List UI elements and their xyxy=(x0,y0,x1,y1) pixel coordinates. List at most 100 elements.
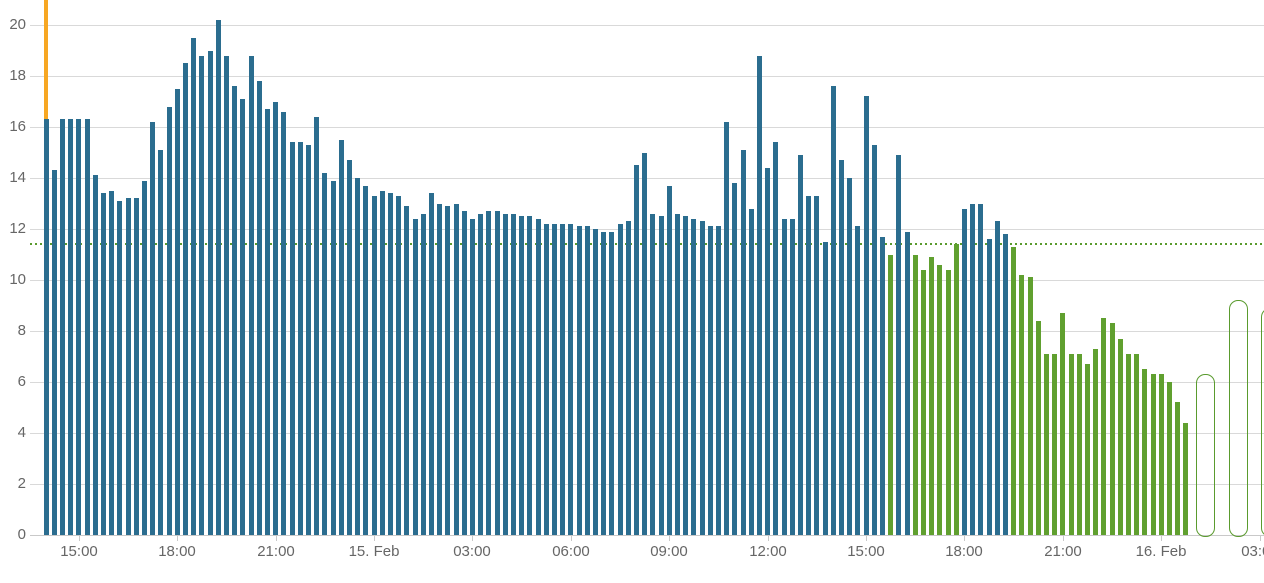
bar-observed[interactable] xyxy=(502,213,508,535)
bar-observed[interactable] xyxy=(387,193,393,535)
bar-observed[interactable] xyxy=(338,139,344,536)
bar-observed[interactable] xyxy=(412,218,418,535)
bar-observed[interactable] xyxy=(76,119,82,535)
bar-observed[interactable] xyxy=(781,218,787,535)
bar-green[interactable] xyxy=(912,254,918,535)
bar-observed[interactable] xyxy=(182,63,188,536)
bar-observed[interactable] xyxy=(642,152,648,535)
bar-green[interactable] xyxy=(1101,318,1107,536)
bar-observed[interactable] xyxy=(305,144,311,535)
bar-observed[interactable] xyxy=(699,221,705,535)
bar-observed[interactable] xyxy=(584,226,590,535)
bar-observed[interactable] xyxy=(461,211,467,535)
bar-observed[interactable] xyxy=(437,203,443,535)
bar-observed[interactable] xyxy=(691,218,697,535)
bar-green[interactable] xyxy=(888,254,894,535)
bar-green[interactable] xyxy=(953,244,959,535)
bar-green[interactable] xyxy=(1052,354,1058,535)
bar-observed[interactable] xyxy=(289,142,295,535)
bar-observed[interactable] xyxy=(592,229,598,535)
bar-observed[interactable] xyxy=(633,165,639,536)
bar-observed[interactable] xyxy=(994,221,1000,535)
bar-observed[interactable] xyxy=(896,155,902,535)
bar-observed[interactable] xyxy=(789,218,795,535)
bar-observed[interactable] xyxy=(519,216,525,536)
bar-green[interactable] xyxy=(1060,313,1066,535)
bar-observed[interactable] xyxy=(740,149,746,535)
bar-observed[interactable] xyxy=(199,55,205,535)
bar-observed[interactable] xyxy=(601,231,607,535)
bar-observed[interactable] xyxy=(355,178,361,535)
bar-observed[interactable] xyxy=(84,119,90,535)
bar-green[interactable] xyxy=(920,269,926,535)
bar-green[interactable] xyxy=(1084,364,1090,535)
bar-observed[interactable] xyxy=(150,121,156,535)
bar-observed[interactable] xyxy=(970,203,976,535)
bar-observed[interactable] xyxy=(396,195,402,535)
bar-observed[interactable] xyxy=(879,236,885,535)
bar-observed[interactable] xyxy=(297,142,303,535)
bar-green[interactable] xyxy=(1150,374,1156,536)
bar-observed[interactable] xyxy=(806,195,812,535)
bar-observed[interactable] xyxy=(658,216,664,536)
bar-observed[interactable] xyxy=(117,200,123,535)
bar-observed[interactable] xyxy=(109,190,115,536)
bar-observed[interactable] xyxy=(510,213,516,535)
bar-green[interactable] xyxy=(1068,354,1074,535)
bar-observed[interactable] xyxy=(527,216,533,536)
bar-observed[interactable] xyxy=(683,216,689,536)
bar-observed[interactable] xyxy=(100,193,106,535)
bar-observed[interactable] xyxy=(404,206,410,535)
bar-observed[interactable] xyxy=(625,221,631,535)
bar-observed[interactable] xyxy=(240,98,246,535)
bar-observed[interactable] xyxy=(223,55,229,535)
bar-observed[interactable] xyxy=(478,213,484,535)
bar-observed[interactable] xyxy=(707,226,713,535)
bar-observed[interactable] xyxy=(445,206,451,535)
bar-observed[interactable] xyxy=(609,231,615,535)
bar-observed[interactable] xyxy=(986,239,992,535)
bar-observed[interactable] xyxy=(748,208,754,535)
bar-observed[interactable] xyxy=(166,106,172,535)
bar-observed[interactable] xyxy=(273,101,279,535)
bar-observed[interactable] xyxy=(486,211,492,535)
bar-observed[interactable] xyxy=(256,81,262,535)
bar-green[interactable] xyxy=(1183,422,1189,535)
bar-observed[interactable] xyxy=(314,116,320,535)
bar-observed[interactable] xyxy=(674,213,680,535)
bar-green[interactable] xyxy=(1117,338,1123,535)
bar-observed[interactable] xyxy=(715,226,721,535)
bar-observed[interactable] xyxy=(830,86,836,535)
bar-observed[interactable] xyxy=(814,195,820,535)
bar-green[interactable] xyxy=(945,269,951,535)
bar-observed[interactable] xyxy=(822,241,828,536)
bar-observed[interactable] xyxy=(1002,234,1008,535)
bar-observed[interactable] xyxy=(797,155,803,535)
bar-observed[interactable] xyxy=(773,142,779,535)
bar-green[interactable] xyxy=(1027,277,1033,535)
bar-green[interactable] xyxy=(1043,354,1049,535)
bar-observed[interactable] xyxy=(232,86,238,535)
bar-observed[interactable] xyxy=(68,119,74,535)
bar-observed[interactable] xyxy=(264,109,270,535)
bar-green[interactable] xyxy=(1011,246,1017,535)
bar-observed[interactable] xyxy=(576,226,582,535)
bar-green[interactable] xyxy=(1134,354,1140,535)
bar-observed[interactable] xyxy=(322,172,328,535)
bar-green[interactable] xyxy=(1035,320,1041,535)
bar-green[interactable] xyxy=(937,264,943,535)
bar-observed[interactable] xyxy=(666,185,672,535)
bar-observed[interactable] xyxy=(551,223,557,535)
bar-green[interactable] xyxy=(1175,402,1181,535)
bar-green[interactable] xyxy=(1125,354,1131,535)
bar-observed[interactable] xyxy=(568,223,574,535)
bar-observed[interactable] xyxy=(863,96,869,535)
bar-observed[interactable] xyxy=(535,218,541,535)
bar-observed[interactable] xyxy=(371,195,377,535)
bar-observed[interactable] xyxy=(215,19,221,535)
forecast-bar-outline[interactable] xyxy=(1228,300,1248,537)
bar-observed[interactable] xyxy=(207,50,213,535)
bar-observed[interactable] xyxy=(756,55,762,535)
bar-observed[interactable] xyxy=(158,149,164,535)
bar-green[interactable] xyxy=(1142,369,1148,536)
